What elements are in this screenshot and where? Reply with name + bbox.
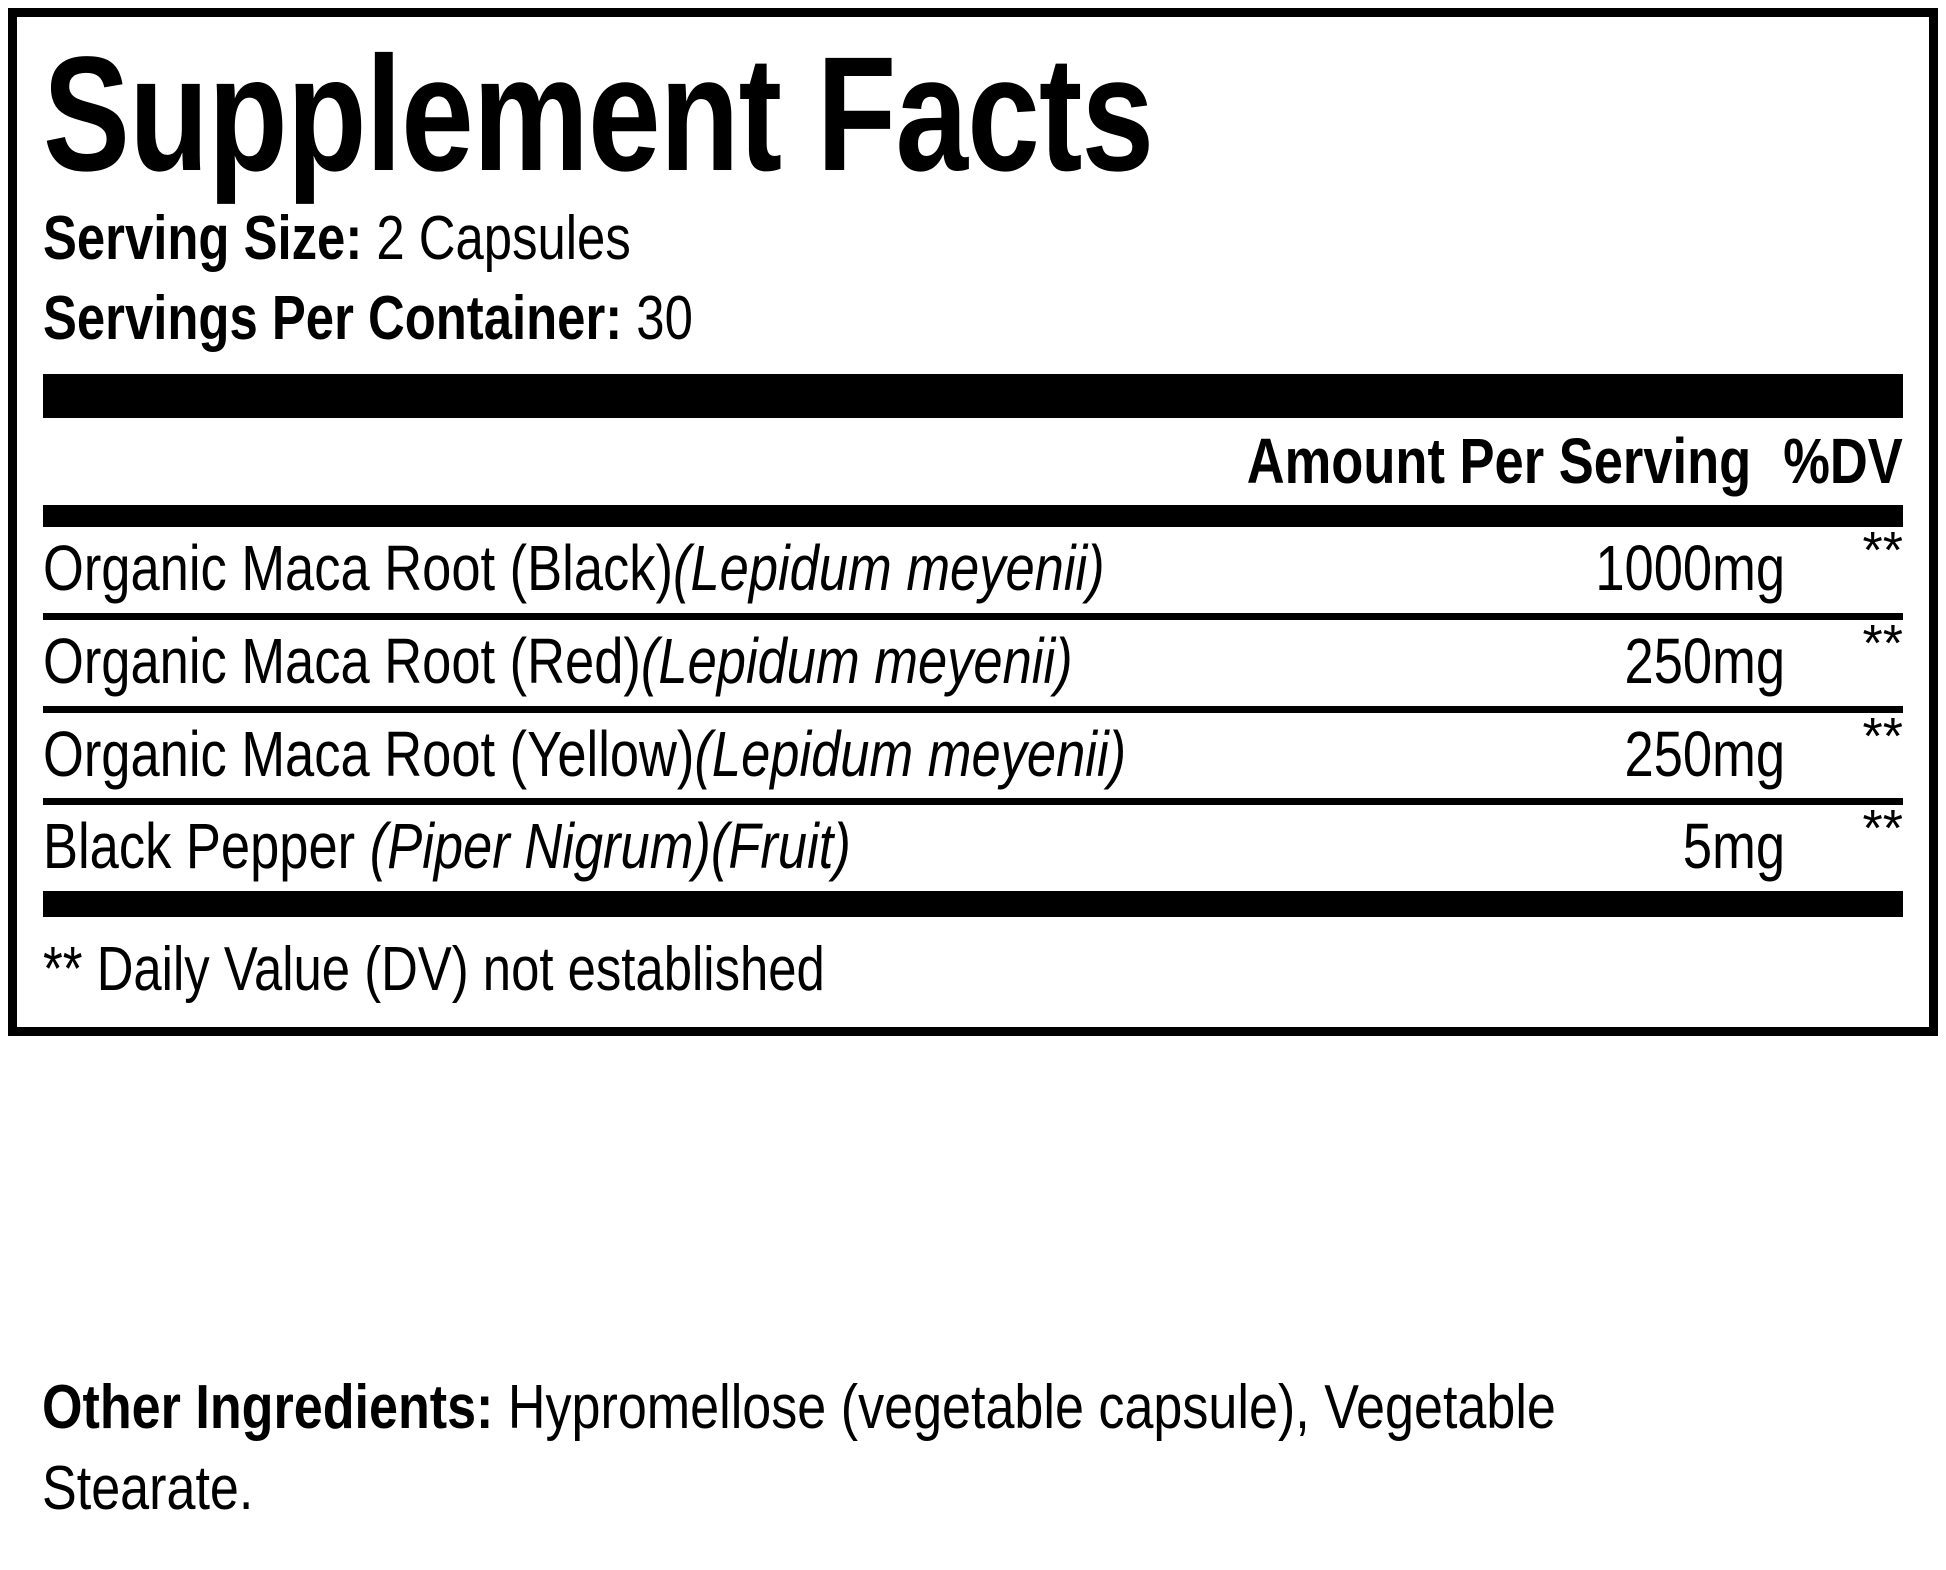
ingredient-name: Organic Maca Root (Black)(Lepidum meyeni… [43,532,1225,605]
amount-per-serving-label: Amount Per Serving [1246,424,1752,497]
ingredient-name: Black Pepper (Piper Nigrum)(Fruit) [43,810,1225,883]
servings-per-container-line: Servings Per Container: 30 [43,279,1568,358]
divider-heavy-top [43,373,1903,418]
ingredient-scientific-name: (Lepidum meyenii) [694,717,1127,790]
serving-size-value: 2 Capsules [362,204,631,274]
servings-per-container-label: Servings Per Container: [43,283,623,353]
ingredient-scientific-name: (Lepidum meyenii) [672,532,1105,605]
divider-medium-header [43,505,1903,528]
ingredient-common-name: Black Pepper [43,810,370,883]
serving-size-label: Serving Size: [43,204,363,274]
row-divider [43,705,1903,713]
ingredient-amount: 250mg [1624,717,1785,790]
table-row: Organic Maca Root (Red)(Lepidum meyenii)… [43,614,1903,706]
facts-box: Supplement Facts Serving Size: 2 Capsule… [8,8,1938,1037]
ingredient-amount: 5mg [1682,810,1785,883]
dv-label: %DV [1783,424,1903,497]
servings-per-container-value: 30 [622,283,693,353]
ingredient-scientific-name: (Piper Nigrum)(Fruit) [369,810,851,883]
serving-size-line: Serving Size: 2 Capsules [43,199,1568,278]
ingredient-name: Organic Maca Root (Yellow)(Lepidum meyen… [43,717,1225,791]
ingredient-common-name: Organic Maca Root (Yellow) [43,717,695,790]
ingredient-dv: ** [1862,800,1903,859]
row-divider [43,798,1903,806]
table-row: Organic Maca Root (Black)(Lepidum meyeni… [43,522,1903,613]
table-row: Black Pepper (Piper Nigrum)(Fruit) 5mg *… [43,800,1903,891]
other-ingredients-value: Hypromellose (vegetable capsule), Vegeta… [42,1373,1556,1523]
ingredient-scientific-name: (Lepidum meyenii) [640,624,1073,697]
ingredient-dv: ** [1862,522,1903,581]
ingredient-amount: 250mg [1624,624,1785,697]
ingredient-common-name: Organic Maca Root (Red) [43,624,641,697]
daily-value-footnote: ** Daily Value (DV) not established [43,934,825,1004]
page-title: Supplement Facts [43,22,1154,205]
ingredient-dv: ** [1862,707,1903,766]
table-row: Organic Maca Root (Yellow)(Lepidum meyen… [43,707,1903,799]
row-divider [43,612,1903,620]
amount-per-serving-header-row: Amount Per Serving %DV [43,418,1903,505]
ingredient-amount: 1000mg [1595,532,1785,605]
other-ingredients: Other Ingredients: Hypromellose (vegetab… [42,1368,1621,1529]
ingredient-name: Organic Maca Root (Red)(Lepidum meyenii) [43,624,1225,698]
divider-heavy-bottom [43,890,1903,917]
ingredient-dv: ** [1862,614,1903,673]
ingredient-common-name: Organic Maca Root (Black) [43,532,673,605]
other-ingredients-label: Other Ingredients: [42,1373,494,1442]
